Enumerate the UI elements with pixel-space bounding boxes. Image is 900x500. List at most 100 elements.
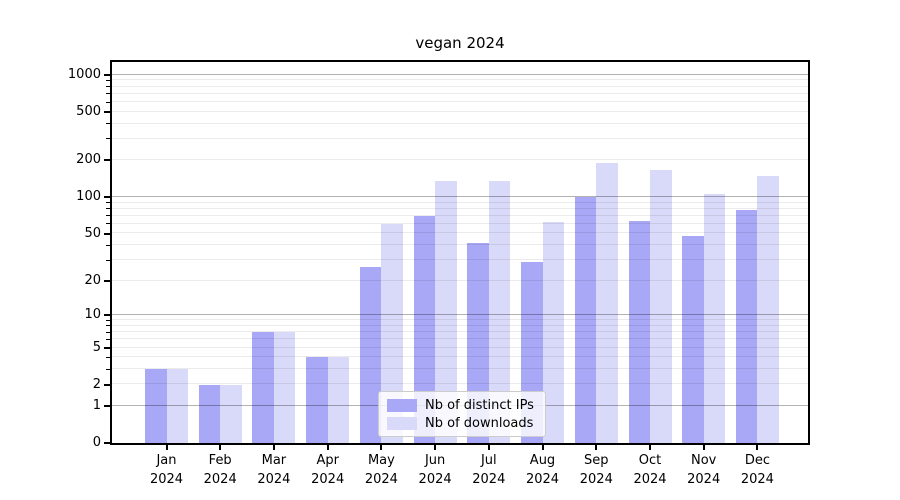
x-tick [541, 445, 544, 450]
minor-gridline [112, 222, 808, 224]
bar-downloads [273, 332, 296, 443]
x-tick [272, 445, 275, 450]
y-minor-tick [106, 202, 110, 204]
y-tick [104, 196, 110, 198]
y-tick [104, 346, 110, 349]
y-tick-label: 100 [76, 189, 101, 204]
minor-gridline [112, 279, 808, 281]
bar-distinct-ips [628, 220, 650, 443]
legend-swatch-distinct-ips [387, 398, 417, 412]
x-tick [380, 445, 383, 450]
y-minor-tick [106, 368, 110, 370]
major-gridline [112, 196, 808, 198]
y-minor-tick [106, 86, 110, 88]
minor-gridline [112, 214, 808, 216]
y-minor-tick [106, 338, 110, 340]
plot-area: Nb of distinct IPs Nb of downloads [110, 60, 810, 445]
y-minor-tick [106, 319, 110, 321]
minor-gridline [112, 319, 808, 321]
minor-gridline [112, 346, 808, 348]
y-minor-tick [106, 259, 110, 261]
x-tick [326, 445, 329, 450]
x-tick-label: Jul 2024 [472, 453, 506, 487]
minor-gridline [112, 137, 808, 139]
y-tick-label: 2 [92, 376, 101, 392]
legend-item-downloads: Nb of downloads [387, 414, 537, 432]
minor-gridline [112, 92, 808, 94]
y-tick-label: 1 [92, 398, 101, 414]
y-minor-tick [106, 79, 110, 81]
y-minor-tick [106, 123, 110, 125]
y-minor-tick [106, 208, 110, 210]
x-tick-label: Nov 2024 [687, 453, 721, 487]
y-tick-label: 0 [92, 435, 101, 450]
legend: Nb of distinct IPs Nb of downloads [378, 391, 546, 437]
minor-gridline [112, 122, 808, 124]
minor-gridline [112, 383, 808, 385]
y-minor-tick [106, 93, 110, 95]
y-tick [104, 159, 110, 162]
minor-gridline [112, 258, 808, 260]
minor-gridline [112, 338, 808, 340]
bar-distinct-ips [252, 332, 274, 443]
x-tick-label: Mar 2024 [257, 453, 291, 487]
y-tick [104, 442, 110, 444]
bar-downloads [650, 169, 672, 443]
bar-distinct-ips [735, 210, 758, 443]
y-minor-tick [106, 223, 110, 225]
x-tick-label: Jan 2024 [149, 453, 184, 487]
y-tick [104, 279, 110, 282]
minor-gridline [112, 232, 808, 234]
x-tick [595, 445, 598, 450]
chart-title: vegan 2024 [415, 34, 505, 52]
y-tick-label: 500 [76, 103, 101, 119]
y-tick [104, 232, 110, 235]
x-tick-label: Dec 2024 [740, 453, 774, 487]
x-tick [702, 445, 705, 450]
minor-gridline [112, 85, 808, 87]
bar-downloads [488, 181, 511, 443]
minor-gridline [112, 100, 808, 102]
bar-downloads [435, 181, 457, 443]
legend-swatch-downloads [387, 416, 417, 430]
minor-gridline [112, 110, 808, 112]
y-tick-label: 5 [92, 339, 101, 355]
minor-gridline [112, 207, 808, 209]
y-minor-tick [106, 215, 110, 217]
bar-distinct-ips [574, 197, 597, 443]
major-gridline [112, 73, 808, 75]
bar-downloads [757, 175, 779, 443]
y-tick-label: 1000 [67, 66, 101, 82]
y-tick [104, 110, 110, 113]
y-tick [104, 73, 110, 76]
y-minor-tick [106, 325, 110, 327]
minor-gridline [112, 331, 808, 333]
x-tick-label: Jun 2024 [418, 453, 452, 487]
minor-gridline [112, 201, 808, 203]
y-tick [104, 383, 110, 386]
y-minor-tick [106, 244, 110, 246]
bar-distinct-ips [198, 384, 221, 443]
x-tick [649, 445, 651, 450]
x-tick [434, 445, 437, 450]
y-minor-tick [106, 138, 110, 140]
x-tick-label: Feb 2024 [203, 453, 237, 487]
y-tick-label: 200 [76, 152, 101, 168]
bar-distinct-ips [682, 235, 704, 443]
bar-downloads [381, 223, 403, 443]
minor-gridline [112, 368, 808, 370]
x-tick-label: Sep 2024 [579, 453, 613, 487]
y-tick [104, 314, 110, 317]
legend-label-distinct-ips: Nb of distinct IPs [425, 397, 534, 413]
bar-downloads [703, 193, 726, 443]
x-tick-label: Oct 2024 [633, 453, 667, 487]
bar-downloads [596, 163, 618, 443]
x-tick-label: Aug 2024 [525, 453, 560, 487]
x-tick [165, 445, 168, 450]
bar-distinct-ips [145, 369, 167, 443]
y-minor-tick [106, 331, 110, 333]
bar-downloads [542, 222, 564, 443]
y-minor-tick [106, 101, 110, 103]
x-tick [487, 445, 490, 450]
